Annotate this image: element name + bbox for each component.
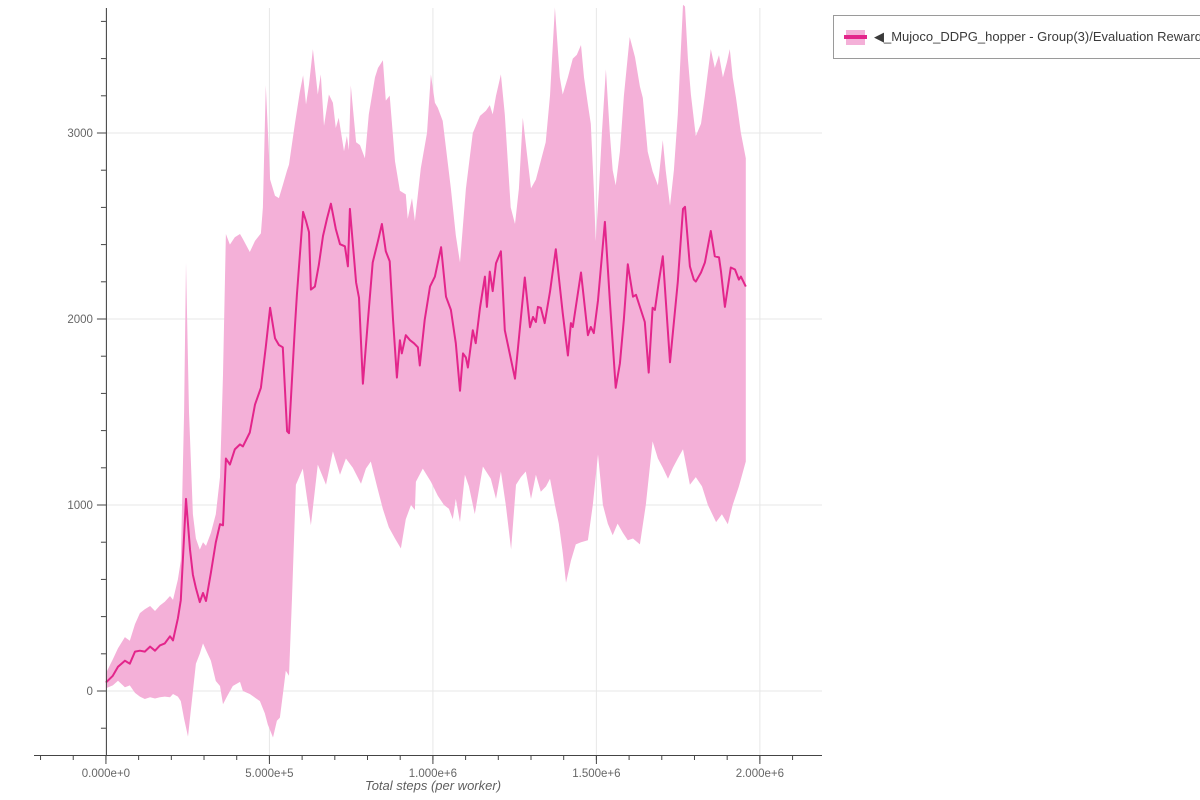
legend-band-swatch	[844, 29, 867, 45]
x-tick-label: 2.000e+6	[736, 768, 784, 780]
mean-line	[105, 202, 747, 684]
legend-line-stripe	[844, 35, 867, 39]
legend[interactable]: ◀_Mujoco_DDPG_hopper - Group(3)/Evaluati…	[833, 15, 1200, 59]
y-tick-label: 2000	[67, 314, 93, 326]
axes: 0.000e+0 5.000e+5 1.000e+6 1.500e+6 2.000e+6…	[34, 8, 822, 780]
x-tick-label: 1.500e+6	[572, 768, 620, 780]
series-evaluation-reward	[105, 4, 747, 738]
y-tick-label: 3000	[67, 128, 93, 140]
x-tick-label: 0.000e+0	[82, 768, 130, 780]
y-tick-label: 0	[87, 686, 93, 698]
x-axis-title: Total steps (per worker)	[364, 778, 502, 793]
min-max-band	[105, 4, 746, 738]
legend-label: ◀_Mujoco_DDPG_hopper - Group(3)/Evaluati…	[874, 29, 1200, 44]
x-tick-label: 5.000e+5	[245, 768, 293, 780]
y-tick-label: 1000	[67, 500, 93, 512]
x-tick-label: 1.000e+6	[409, 768, 457, 780]
